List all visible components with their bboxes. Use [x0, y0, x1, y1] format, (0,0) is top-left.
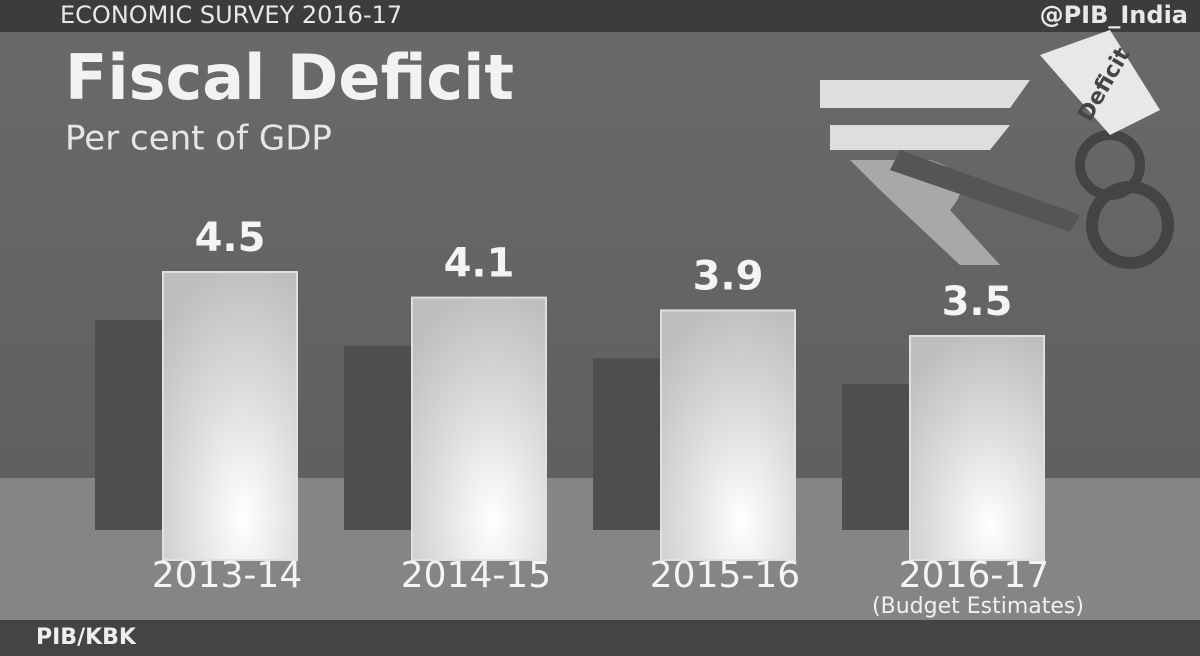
header: ECONOMIC SURVEY 2016-17 — [60, 1, 402, 29]
value-label: 3.5 — [942, 279, 1013, 325]
chart-title: Fiscal Deficit — [65, 41, 514, 114]
value-label: 4.1 — [444, 241, 515, 287]
bar — [660, 309, 796, 561]
footer-band — [0, 620, 1200, 656]
bar-shadow — [95, 320, 163, 530]
bar — [162, 271, 298, 561]
x-tick-label: 2016-17 — [899, 555, 1049, 596]
subtitle: Per cent of GDP — [65, 119, 332, 159]
note: (Budget Estimates) — [872, 594, 1084, 619]
bar-shadow — [344, 345, 412, 530]
x-tick-label: 2014-15 — [401, 555, 551, 596]
x-tick-label: 2013-14 — [152, 555, 302, 596]
header-band — [0, 0, 1200, 32]
rupee-illustration: Deficit — [820, 30, 1174, 269]
bar — [909, 335, 1045, 561]
bar-shadow — [842, 384, 910, 530]
bar-shadow — [593, 358, 661, 530]
bar — [411, 296, 547, 561]
value-label: 3.9 — [693, 253, 764, 299]
credit: PIB/KBK — [36, 625, 137, 650]
source: @PIB_India — [1040, 1, 1188, 29]
value-label: 4.5 — [195, 215, 266, 261]
x-tick-label: 2015-16 — [650, 555, 800, 596]
